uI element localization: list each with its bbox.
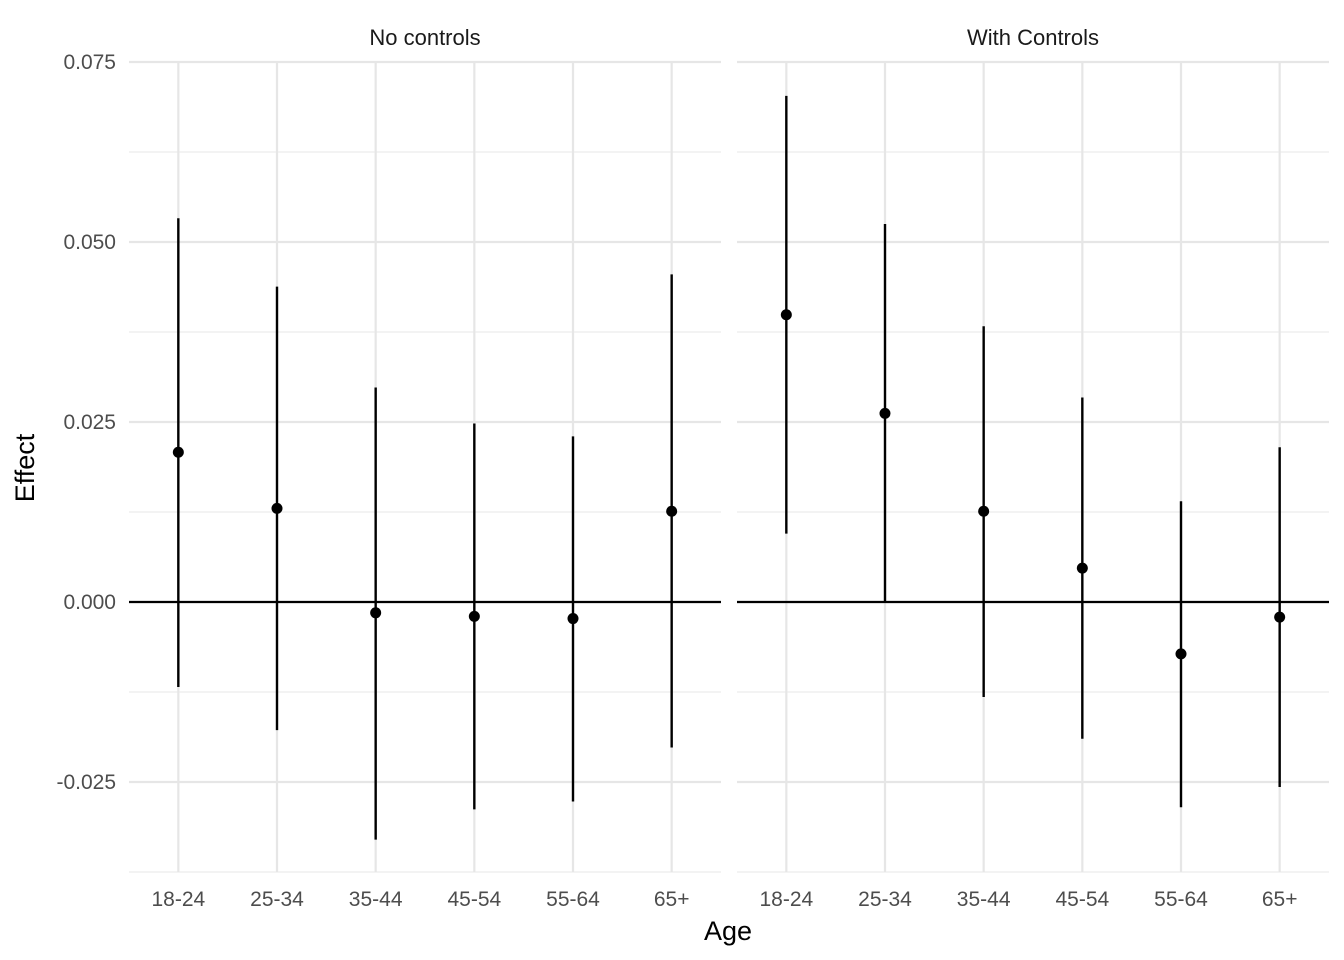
x-tick-label: 65+ bbox=[654, 888, 690, 911]
y-tick-label: 0.050 bbox=[63, 231, 116, 254]
facet-panel-1: No controls 18-24 25-34 35-44 45-54 55-64 65+ bbox=[129, 25, 721, 911]
estimate-point bbox=[978, 505, 990, 517]
y-axis: -0.025 0.000 0.025 0.050 0.075 bbox=[56, 51, 116, 794]
x-tick-label: 65+ bbox=[1262, 888, 1298, 911]
x-tick-label: 35-44 bbox=[349, 888, 403, 911]
facet-title: No controls bbox=[369, 25, 480, 50]
estimate-point bbox=[666, 505, 678, 517]
estimate-point bbox=[1274, 611, 1286, 623]
x-tick-label: 18-24 bbox=[759, 888, 813, 911]
facet-title: With Controls bbox=[967, 25, 1099, 50]
estimate-point bbox=[172, 446, 184, 458]
x-tick-label: 25-34 bbox=[250, 888, 304, 911]
estimate-point bbox=[468, 610, 480, 622]
x-axis-title: Age bbox=[704, 916, 752, 946]
x-tick-label: 35-44 bbox=[957, 888, 1011, 911]
estimate-point bbox=[271, 502, 283, 514]
y-tick-label: 0.000 bbox=[63, 591, 116, 614]
y-tick-label: 0.025 bbox=[63, 411, 116, 434]
facet-panel-2: With Controls 18-24 25-34 35-44 45-54 55-64 65… bbox=[737, 25, 1329, 911]
estimate-point bbox=[1175, 648, 1187, 660]
y-tick-label: -0.025 bbox=[56, 771, 116, 794]
estimate-point bbox=[879, 407, 891, 419]
estimate-point bbox=[567, 613, 579, 625]
estimate-point bbox=[370, 607, 382, 619]
x-tick-label: 25-34 bbox=[858, 888, 912, 911]
x-tick-label: 45-54 bbox=[1055, 888, 1109, 911]
x-tick-label: 55-64 bbox=[1154, 888, 1208, 911]
estimate-point bbox=[780, 309, 792, 321]
x-tick-label: 45-54 bbox=[447, 888, 501, 911]
x-tick-label: 18-24 bbox=[151, 888, 205, 911]
y-tick-label: 0.075 bbox=[63, 51, 116, 74]
y-axis-title: Effect bbox=[10, 433, 40, 502]
estimate-point bbox=[1076, 562, 1088, 574]
x-tick-label: 55-64 bbox=[546, 888, 600, 911]
